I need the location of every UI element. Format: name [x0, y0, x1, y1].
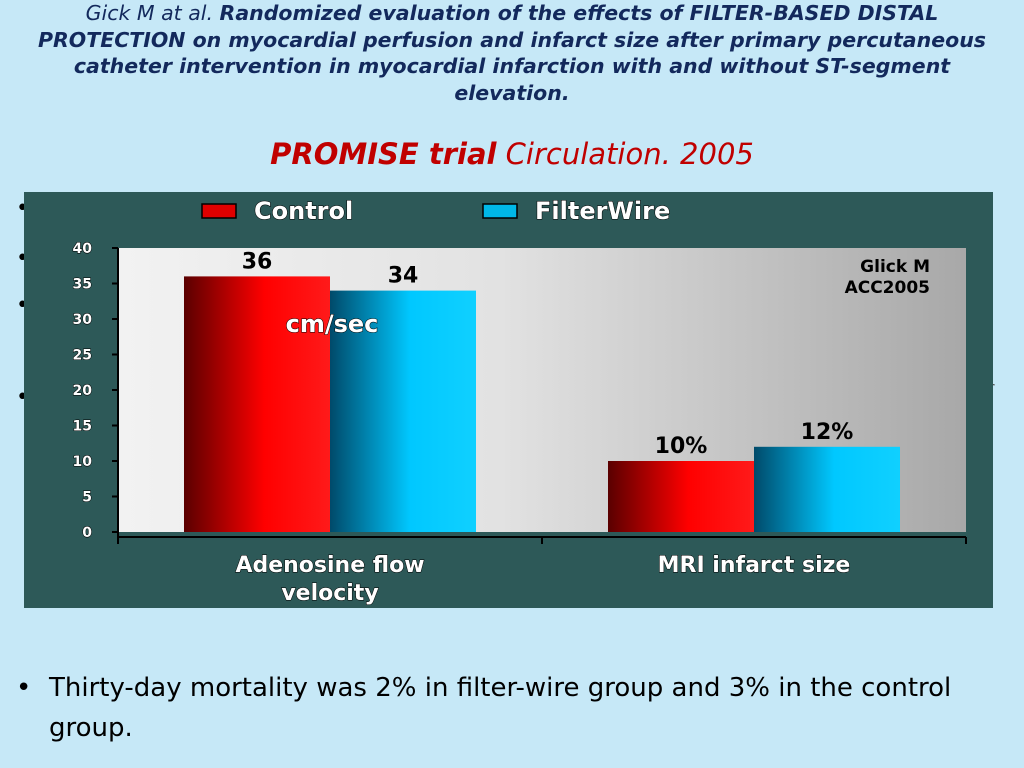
y-tick-label: 40: [73, 241, 93, 257]
data-label: 12%: [801, 420, 854, 445]
x-category-label: MRI infarct size: [658, 553, 851, 578]
legend-swatch-control: [201, 203, 237, 219]
journal-citation: Circulation. 2005: [505, 137, 754, 171]
bar-control-2: [608, 461, 754, 532]
data-label: 34: [388, 264, 419, 289]
y-tick-label: 20: [73, 383, 93, 399]
bar-filterwire-1: [330, 290, 476, 532]
y-tick-label: 25: [73, 348, 92, 364]
y-tick-label: 35: [73, 277, 92, 293]
trial-line: PROMISE trial Circulation. 2005: [0, 137, 1024, 171]
y-tick-label: 15: [73, 419, 92, 435]
x-category-label: Adenosine flow: [235, 553, 424, 578]
bar-chart-panel: 0 5 10 15 20 25 30 35 40 36 34 Adenosine flow veloci…: [24, 192, 993, 608]
title-authors: Gick M at al.: [85, 1, 213, 25]
x-category-label: velocity: [281, 581, 378, 606]
legend-label-filterwire: FilterWire: [535, 197, 670, 225]
data-label: 36: [242, 249, 273, 274]
legend-label-control: Control: [254, 197, 353, 225]
footnote-text: Thirty-day mortality was 2% in filter-wi…: [49, 673, 952, 743]
source-annotation: Glick M: [860, 257, 930, 277]
bar-chart: 0 5 10 15 20 25 30 35 40 36 34 Adenosine flow veloci…: [72, 197, 967, 607]
slide-title: Gick M at al. Randomized evaluation of t…: [20, 0, 1004, 106]
unit-annotation: cm/sec: [286, 310, 379, 338]
data-label: 10%: [655, 434, 708, 459]
y-tick-label: 5: [82, 490, 92, 506]
y-tick-label: 30: [73, 312, 93, 328]
y-tick-label: 0: [82, 525, 92, 541]
legend-swatch-filterwire: [482, 203, 518, 219]
footnote-bullet: • Thirty-day mortality was 2% in filter-…: [16, 668, 1016, 748]
title-study: Randomized evaluation of the effects of …: [37, 1, 987, 105]
bar-control-1: [184, 276, 330, 532]
trial-name: PROMISE trial: [270, 137, 497, 171]
y-tick-label: 10: [73, 454, 93, 470]
source-annotation: ACC2005: [845, 278, 930, 298]
bar-filterwire-2: [754, 446, 900, 532]
bullet-marker: •: [16, 673, 32, 703]
